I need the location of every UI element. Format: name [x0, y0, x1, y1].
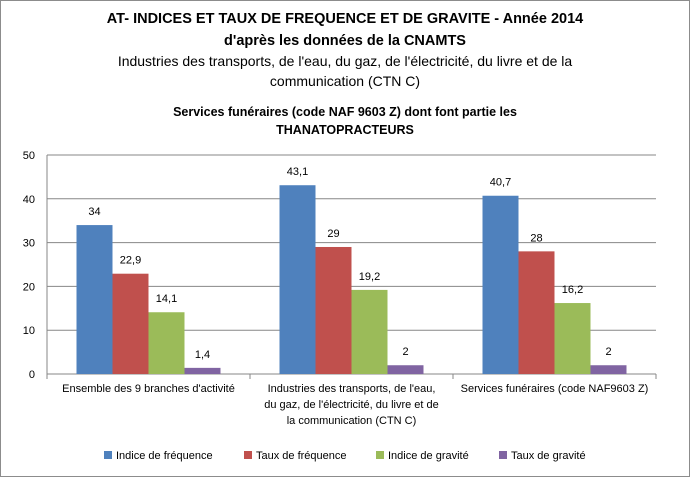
data-label: 19,2 — [359, 271, 380, 283]
legend-label: Indice de gravité — [388, 450, 469, 462]
bar — [112, 273, 149, 374]
category-label: Services funéraires (code NAF9603 Z) — [461, 383, 649, 395]
chart-title-line-1: AT- INDICES ET TAUX DE FREQUENCE ET DE G… — [106, 11, 584, 27]
y-tick-label: 50 — [23, 150, 35, 162]
chart-title-line-3: Industries des transports, de l'eau, du … — [117, 53, 573, 69]
bar — [315, 246, 352, 374]
category-label: Ensemble des 9 branches d'activité — [62, 383, 235, 395]
chart-subtitle-line-1: Services funéraires (code NAF 9603 Z) do… — [173, 105, 517, 119]
data-label: 40,7 — [490, 177, 511, 189]
data-label: 1,4 — [195, 349, 210, 361]
legend-swatch — [244, 451, 252, 459]
chart-title-line-2: d'après les données de la CNAMTS — [224, 33, 466, 49]
y-tick-label: 30 — [23, 238, 35, 250]
data-label: 16,2 — [562, 284, 583, 296]
data-label: 2 — [605, 346, 611, 358]
legend-swatch — [499, 451, 507, 459]
legend-label: Taux de gravité — [511, 450, 586, 462]
y-tick-label: 40 — [23, 194, 35, 206]
y-tick-label: 20 — [23, 281, 35, 293]
bar — [351, 289, 388, 374]
data-label: 43,1 — [287, 166, 308, 178]
data-label: 29 — [327, 228, 339, 240]
bar — [184, 367, 221, 374]
chart-title-line-4: communication (CTN C) — [269, 73, 421, 89]
bar — [554, 303, 591, 374]
legend-label: Taux de fréquence — [256, 450, 347, 462]
category-label: du gaz, de l'électricité, du livre et de — [264, 399, 439, 411]
data-label: 22,9 — [120, 255, 141, 267]
legend-swatch — [104, 451, 112, 459]
y-tick-label: 10 — [23, 325, 35, 337]
data-label: 28 — [530, 232, 542, 244]
bar — [482, 195, 519, 374]
data-label: 34 — [88, 206, 100, 218]
bar — [279, 185, 316, 374]
bar — [590, 365, 627, 374]
legend-label: Indice de fréquence — [116, 450, 213, 462]
y-tick-label: 0 — [29, 369, 35, 381]
bar — [387, 365, 424, 374]
category-label: Industries des transports, de l'eau, — [268, 383, 436, 395]
category-label: la communication (CTN C) — [287, 415, 417, 427]
bar — [148, 312, 185, 374]
bar — [518, 251, 555, 374]
chart-subtitle-line-2: THANATOPRACTEURS — [276, 123, 414, 137]
data-label: 2 — [402, 346, 408, 358]
legend-swatch — [376, 451, 384, 459]
bar — [76, 225, 113, 374]
data-label: 14,1 — [156, 293, 177, 305]
